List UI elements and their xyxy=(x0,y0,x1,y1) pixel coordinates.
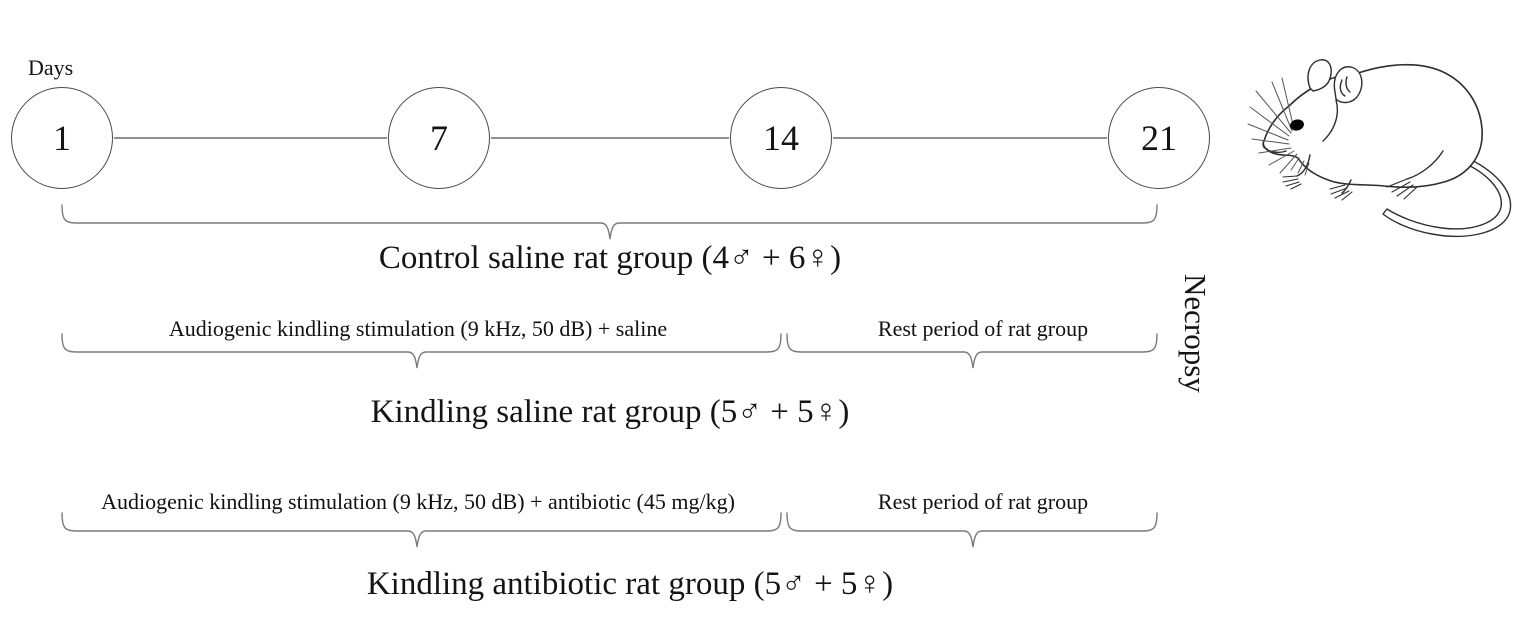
brace-antibiotic-rest-phase xyxy=(786,512,1158,548)
rat-cheek-line xyxy=(1322,99,1339,142)
brace-saline-stimulation-phase xyxy=(61,333,782,369)
rat-icon xyxy=(1247,59,1512,238)
rat-chin-fur xyxy=(1290,157,1310,176)
day-circle-14: 14 xyxy=(730,87,832,189)
rat-front-leg xyxy=(1296,154,1311,177)
brace-saline-rest-phase xyxy=(786,333,1158,369)
rat-front-paw xyxy=(1282,175,1302,190)
rat-whiskers xyxy=(1247,77,1298,174)
rat-mouth xyxy=(1267,149,1287,154)
rat-ear-front xyxy=(1307,59,1332,92)
brace-antibiotic-stimulation-phase xyxy=(61,512,782,548)
rat-hind-leg xyxy=(1406,150,1444,180)
days-axis-label: Days xyxy=(28,55,74,80)
kindling-saline-group-label: Kindling saline rat group (5♂ + 5♀) xyxy=(370,394,850,430)
brace-control-group xyxy=(61,204,1158,240)
day-circle-7: 7 xyxy=(388,87,490,189)
day-1-value: 1 xyxy=(53,118,71,158)
day-21-value: 21 xyxy=(1141,118,1177,158)
saline-stimulation-phase-label: Audiogenic kindling stimulation (9 kHz, … xyxy=(168,316,668,341)
necropsy-label: Necropsy xyxy=(1178,274,1213,393)
rat-second-paw xyxy=(1329,184,1353,201)
rat-nose xyxy=(1262,140,1268,150)
saline-rest-phase-label: Rest period of rat group xyxy=(877,316,1089,341)
kindling-antibiotic-group-label: Kindling antibiotic rat group (5♂ + 5♀) xyxy=(366,566,894,602)
day-7-value: 7 xyxy=(430,118,448,158)
rat-inner-ear xyxy=(1345,76,1351,93)
rat-inner-ear xyxy=(1339,79,1346,97)
day-circle-21: 21 xyxy=(1108,87,1210,189)
rat-hind-paw xyxy=(1386,178,1418,200)
antibiotic-stimulation-phase-label: Audiogenic kindling stimulation (9 kHz, … xyxy=(101,489,735,514)
day-14-value: 14 xyxy=(763,118,799,158)
rat-tail xyxy=(1382,155,1512,238)
rat-ear-rear xyxy=(1333,66,1363,104)
day-circle-1: 1 xyxy=(11,87,113,189)
control-group-label: Control saline rat group (4♂ + 6♀) xyxy=(378,240,842,276)
rat-eye xyxy=(1290,119,1304,131)
antibiotic-rest-phase-label: Rest period of rat group xyxy=(877,489,1089,514)
